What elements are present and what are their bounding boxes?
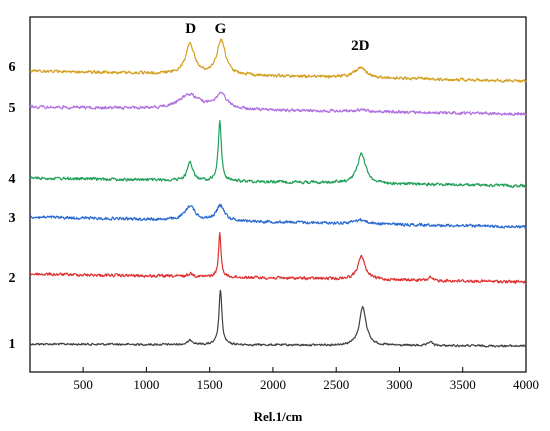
x-tick-label: 3000 [386,377,412,392]
x-tick-label: 500 [73,377,93,392]
spectrum-line-3 [29,203,527,229]
row-label-1: 1 [9,337,16,352]
x-tick-label: 2000 [260,377,286,392]
peak-labels: D G 2D [185,21,369,54]
peak-label-d: D [185,21,196,37]
row-label-3: 3 [9,211,16,226]
series-layer [29,38,527,348]
x-tick-label: 2500 [323,377,349,392]
row-labels: 1 2 3 4 5 6 [9,60,16,352]
row-label-4: 4 [9,172,16,187]
x-axis-label: Rel.1/cm [254,409,303,424]
peak-label-2d: 2D [351,38,370,54]
spectrum-line-5 [29,91,527,116]
x-axis-ticks: 500 1000 1500 2000 2500 3000 3500 4000 [73,367,539,392]
spectrum-line-4 [29,119,527,189]
row-label-2: 2 [9,271,16,286]
row-label-6: 6 [9,60,16,75]
spectrum-line-2 [29,231,527,284]
x-tick-label: 1500 [197,377,223,392]
plot-frame [29,16,527,373]
x-tick-label: 4000 [513,377,539,392]
x-tick-label: 1000 [133,377,159,392]
peak-label-g: G [215,21,227,37]
spectrum-line-1 [29,289,527,348]
spectrum-line-6 [29,38,527,83]
x-tick-label: 3500 [450,377,476,392]
row-label-5: 5 [9,101,16,116]
